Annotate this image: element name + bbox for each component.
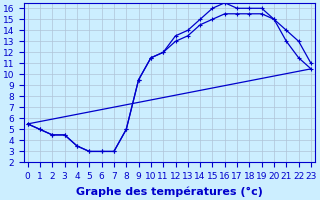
X-axis label: Graphe des températures (°c): Graphe des températures (°c) <box>76 187 263 197</box>
